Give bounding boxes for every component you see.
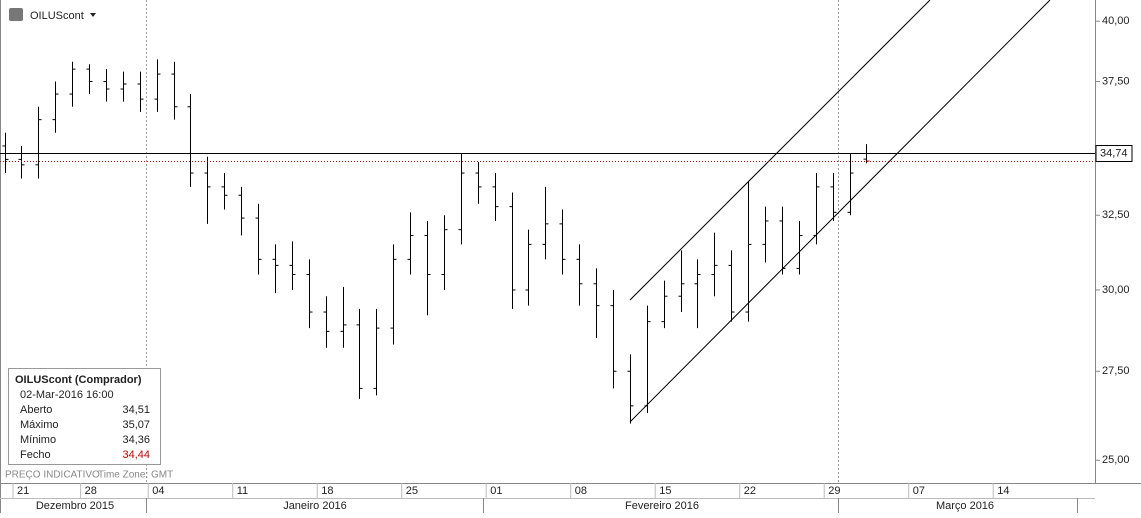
symbol-name[interactable]: OILUScont [30, 10, 84, 22]
x-tick-label: 04 [152, 485, 164, 497]
x-tick-label: 28 [85, 485, 97, 497]
x-tick-label: 08 [575, 485, 587, 497]
month-label: Março 2016 [936, 500, 994, 512]
info-date: 02-Mar-2016 16:00 [20, 389, 114, 401]
x-tick-label: 18 [321, 485, 333, 497]
channel-lower [629, 0, 1051, 423]
x-tick-label: 07 [913, 485, 925, 497]
info-box [8, 368, 161, 465]
info-value: 34,44 [122, 449, 150, 461]
y-tick-label: 37,50 [1102, 75, 1130, 87]
x-tick-label: 29 [828, 485, 840, 497]
y-tick-label: 40,00 [1102, 15, 1130, 27]
info-label: Máximo [20, 419, 59, 431]
month-label: Fevereiro 2016 [625, 500, 699, 512]
x-tick-label: 21 [17, 485, 29, 497]
x-tick-label: 15 [659, 485, 671, 497]
info-value: 34,36 [122, 434, 150, 446]
y-tick-label: 27,50 [1102, 365, 1130, 377]
footer-timezone: Time Zone: GMT [98, 470, 173, 481]
info-value: 35,07 [122, 419, 150, 431]
info-label: Aberto [20, 404, 52, 416]
month-label: Dezembro 2015 [36, 500, 114, 512]
symbol-dropdown[interactable] [90, 13, 96, 17]
x-tick-label: 14 [997, 485, 1009, 497]
footer-note: PREÇO INDICATIVO [5, 470, 100, 481]
x-tick-label: 22 [744, 485, 756, 497]
channel-upper [629, 0, 931, 301]
month-label: Janeiro 2016 [283, 500, 347, 512]
info-value: 34,51 [122, 404, 150, 416]
info-label: Fecho [20, 449, 51, 461]
x-tick-label: 25 [406, 485, 418, 497]
symbol-icon [9, 8, 23, 21]
x-tick-label: 11 [237, 485, 248, 497]
info-label: Mínimo [20, 434, 56, 446]
y-tick-label: 32,50 [1102, 209, 1130, 221]
price-marker-label: 34,74 [1100, 147, 1128, 159]
price-marker-box [1095, 145, 1133, 162]
x-tick-label: 01 [490, 485, 502, 497]
y-tick-label: 30,00 [1102, 284, 1130, 296]
y-tick-label: 25,00 [1102, 454, 1130, 466]
info-title: OILUScont (Comprador) [15, 374, 142, 386]
